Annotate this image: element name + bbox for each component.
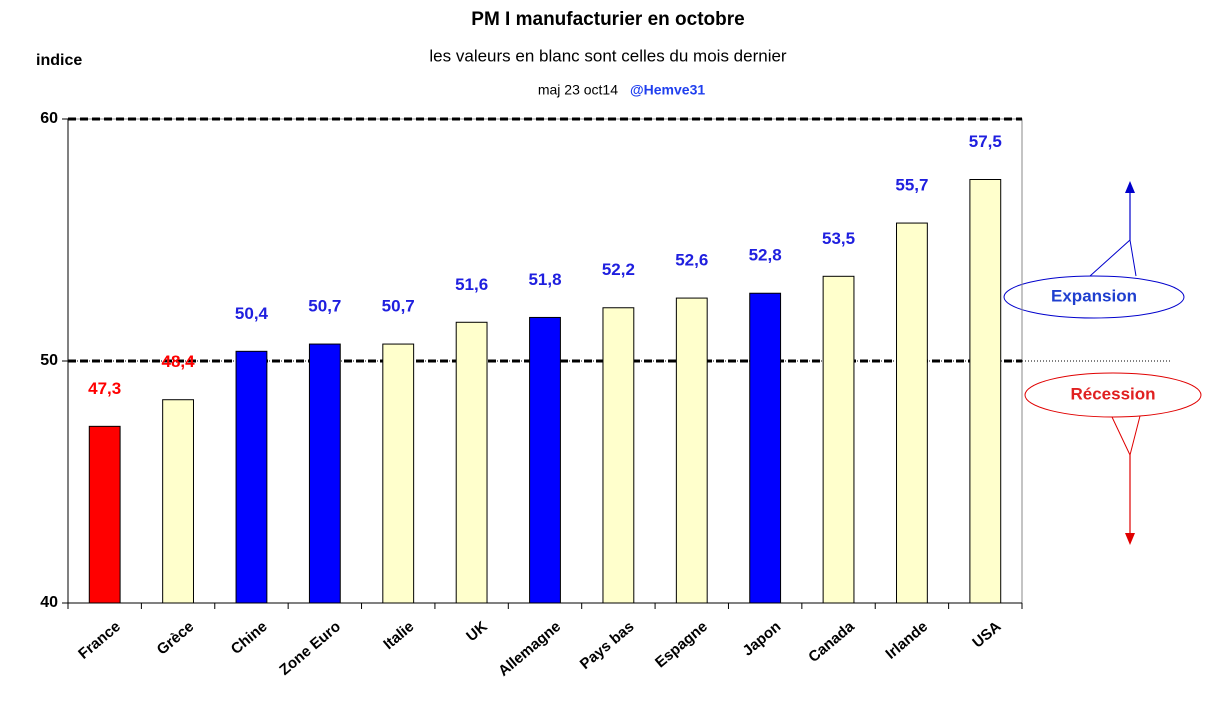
x-tick-label: France [75, 618, 124, 663]
annotation: Récession [1070, 384, 1155, 403]
value-label: 50,7 [382, 297, 415, 316]
value-label: 50,7 [308, 297, 341, 316]
value-label: 48,4 [162, 352, 196, 371]
value-label: 53,5 [822, 229, 855, 248]
recession-callout [1024, 372, 1202, 545]
value-label: 52,2 [602, 260, 635, 279]
bar [602, 307, 635, 604]
x-tick-label: Espagne [652, 618, 711, 671]
bar [749, 292, 782, 604]
x-tick-label: UK [463, 618, 491, 645]
subtitle: les valeurs en blanc sont celles du mois… [429, 46, 787, 65]
chart-title: PM I manufacturier en octobre [471, 9, 744, 30]
value-label: 52,6 [675, 251, 708, 270]
bar [455, 321, 488, 604]
x-tick-label: Irlande [882, 618, 931, 663]
author: @Hemve31 [630, 82, 705, 98]
expansion-callout [1003, 181, 1185, 319]
bar [822, 275, 855, 604]
x-tick-label: USA [969, 618, 1004, 651]
x-tick-label: Pays bas [577, 618, 638, 673]
x-tick-label: Italie [380, 618, 417, 653]
bar [308, 343, 341, 604]
bar [162, 399, 194, 604]
y-axis-label: indice [36, 52, 82, 69]
value-label: 52,8 [749, 246, 782, 265]
value-label: 51,8 [528, 270, 561, 289]
bar [675, 297, 708, 604]
x-tick-label: Canada [805, 618, 858, 666]
value-label: 50,4 [235, 304, 269, 323]
value-label: 55,7 [895, 176, 928, 195]
bar [235, 350, 268, 604]
note: maj 23 oct14 [538, 82, 618, 98]
bar [896, 222, 928, 604]
y-tick-label: 60 [40, 110, 58, 127]
value-label: 57,5 [969, 132, 1002, 151]
value-label: 47,3 [88, 379, 121, 398]
x-tick-label: Allemagne [495, 618, 564, 680]
bar [88, 425, 121, 604]
bar [529, 316, 561, 604]
y-tick-label: 50 [40, 352, 58, 369]
x-tick-label: Japon [739, 618, 784, 659]
bar [969, 179, 1002, 604]
bar [382, 343, 415, 604]
y-tick-label: 40 [40, 594, 58, 611]
x-tick-label: Grèce [154, 618, 198, 658]
x-tick-label: Zone Euro [276, 618, 344, 679]
annotation: Expansion [1051, 286, 1137, 305]
value-label: 51,6 [455, 275, 488, 294]
x-tick-label: Chine [228, 618, 271, 658]
